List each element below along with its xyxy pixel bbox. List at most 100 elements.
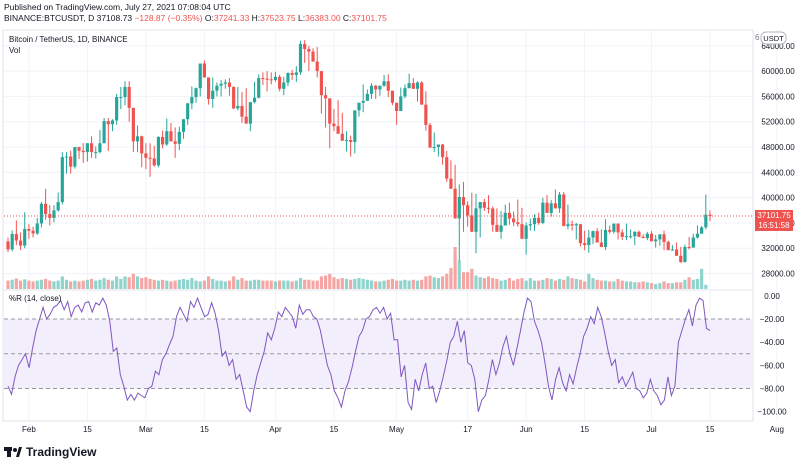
candle-body xyxy=(286,73,290,83)
candle-body xyxy=(365,93,369,101)
candle-body xyxy=(633,231,637,237)
candle-body xyxy=(52,210,56,218)
volume-bar xyxy=(670,283,674,289)
volume-bar xyxy=(323,275,328,289)
price-tag-value: 37101.75 xyxy=(757,211,791,220)
volume-bar xyxy=(599,280,603,289)
wr-tick-label: −20.00 xyxy=(760,315,785,324)
candle-body xyxy=(102,121,106,144)
candle-body xyxy=(232,86,236,109)
wr-axis[interactable]: 0.00 −20.00 −40.00 −60.00 −80.00 −100.00 xyxy=(757,292,787,417)
volume-bar xyxy=(649,283,654,289)
volume-bar xyxy=(81,280,85,289)
volume-bar xyxy=(507,278,512,289)
price-tag-countdown: 16:51:58 xyxy=(758,221,790,230)
candle-body xyxy=(520,224,524,239)
candle-body xyxy=(695,233,700,238)
volume-bar xyxy=(436,278,440,289)
volume-bar xyxy=(386,279,390,289)
open-label: O: xyxy=(204,13,214,23)
candle-body xyxy=(608,229,612,232)
volume-bar xyxy=(420,279,424,289)
volume-bar xyxy=(424,276,428,289)
volume-bar xyxy=(148,278,152,289)
candle-body xyxy=(119,97,123,99)
volume-bar xyxy=(674,282,679,289)
volume-bar xyxy=(499,280,503,289)
candle-body xyxy=(328,98,332,124)
candle-body xyxy=(528,224,532,226)
currency-badge[interactable]: 6 USDT xyxy=(755,31,787,45)
indicator-pane-title: %R (14, close) xyxy=(9,294,62,303)
volume-bar xyxy=(278,280,282,289)
indicator-pane-frame xyxy=(2,289,754,422)
candle-body xyxy=(457,197,461,219)
candle-body xyxy=(307,48,311,52)
candle-body xyxy=(169,131,173,142)
candle-body xyxy=(629,236,633,238)
candle-body xyxy=(27,228,31,231)
candle-body xyxy=(236,105,240,109)
volume-bar xyxy=(587,273,591,289)
volume-bar xyxy=(633,282,637,289)
volume-bar xyxy=(332,277,336,289)
candle-body xyxy=(211,90,215,99)
volume-bar xyxy=(658,283,662,289)
brand-name: TradingView xyxy=(26,445,97,459)
candle-body xyxy=(482,202,486,208)
candle-body xyxy=(261,78,265,80)
volume-bar xyxy=(290,281,294,289)
volume-bar xyxy=(69,281,73,289)
wr-line xyxy=(7,296,711,413)
price-axis[interactable]: 64000.00 60000.00 56000.00 52000.00 48000.00… xyxy=(761,42,795,279)
candle-body xyxy=(583,243,587,246)
candle-body xyxy=(202,63,206,78)
volume-bar xyxy=(98,279,102,289)
candle-body xyxy=(666,241,670,251)
volume-bar xyxy=(411,279,415,289)
candle-body xyxy=(98,143,102,153)
price-tick-label: 64000.00 xyxy=(761,42,795,51)
volume-bar xyxy=(23,279,27,289)
volume-bar xyxy=(215,280,219,289)
candle-body xyxy=(562,194,566,227)
volume-bar xyxy=(173,280,177,289)
volume-bar xyxy=(620,280,624,289)
volume-bar xyxy=(361,278,365,289)
candle-body xyxy=(39,203,44,224)
candle-body xyxy=(395,102,399,111)
volume-bar xyxy=(407,280,411,289)
volume-bar xyxy=(127,277,131,289)
time-tick-label: Apr xyxy=(269,425,282,434)
candle-body xyxy=(507,212,512,219)
volume-bar xyxy=(232,276,236,289)
open-value: 37241.33 xyxy=(213,13,250,23)
candle-body xyxy=(73,147,77,167)
volume-bar xyxy=(357,278,361,289)
time-tick-label: 15 xyxy=(200,425,209,434)
volume-bar xyxy=(474,275,478,289)
volume-bar xyxy=(432,277,436,289)
time-axis[interactable]: Feb 15 Mar 15 Apr 15 May 17 Jun 15 Jul 15 Aug xyxy=(22,425,784,434)
candle-body xyxy=(474,208,478,232)
volume-bar xyxy=(328,273,332,289)
volume-bar xyxy=(319,276,323,289)
volume-bar xyxy=(10,279,14,289)
candle-body xyxy=(110,120,115,125)
candle-body xyxy=(541,202,545,223)
candle-body xyxy=(282,82,286,89)
volume-bar xyxy=(60,276,64,289)
candlesticks xyxy=(6,40,712,263)
candle-body xyxy=(578,224,583,244)
volume-bar xyxy=(470,268,474,289)
volume-bar xyxy=(570,278,574,289)
volume-bar xyxy=(687,277,691,289)
candle-body xyxy=(127,86,131,108)
volume-bar xyxy=(115,276,119,289)
volume-bar xyxy=(415,280,420,289)
candle-body xyxy=(85,143,89,153)
candle-body xyxy=(349,140,353,142)
candle-body xyxy=(537,217,541,223)
symbol-name: BINANCE:BTCUSDT, D xyxy=(4,13,95,23)
